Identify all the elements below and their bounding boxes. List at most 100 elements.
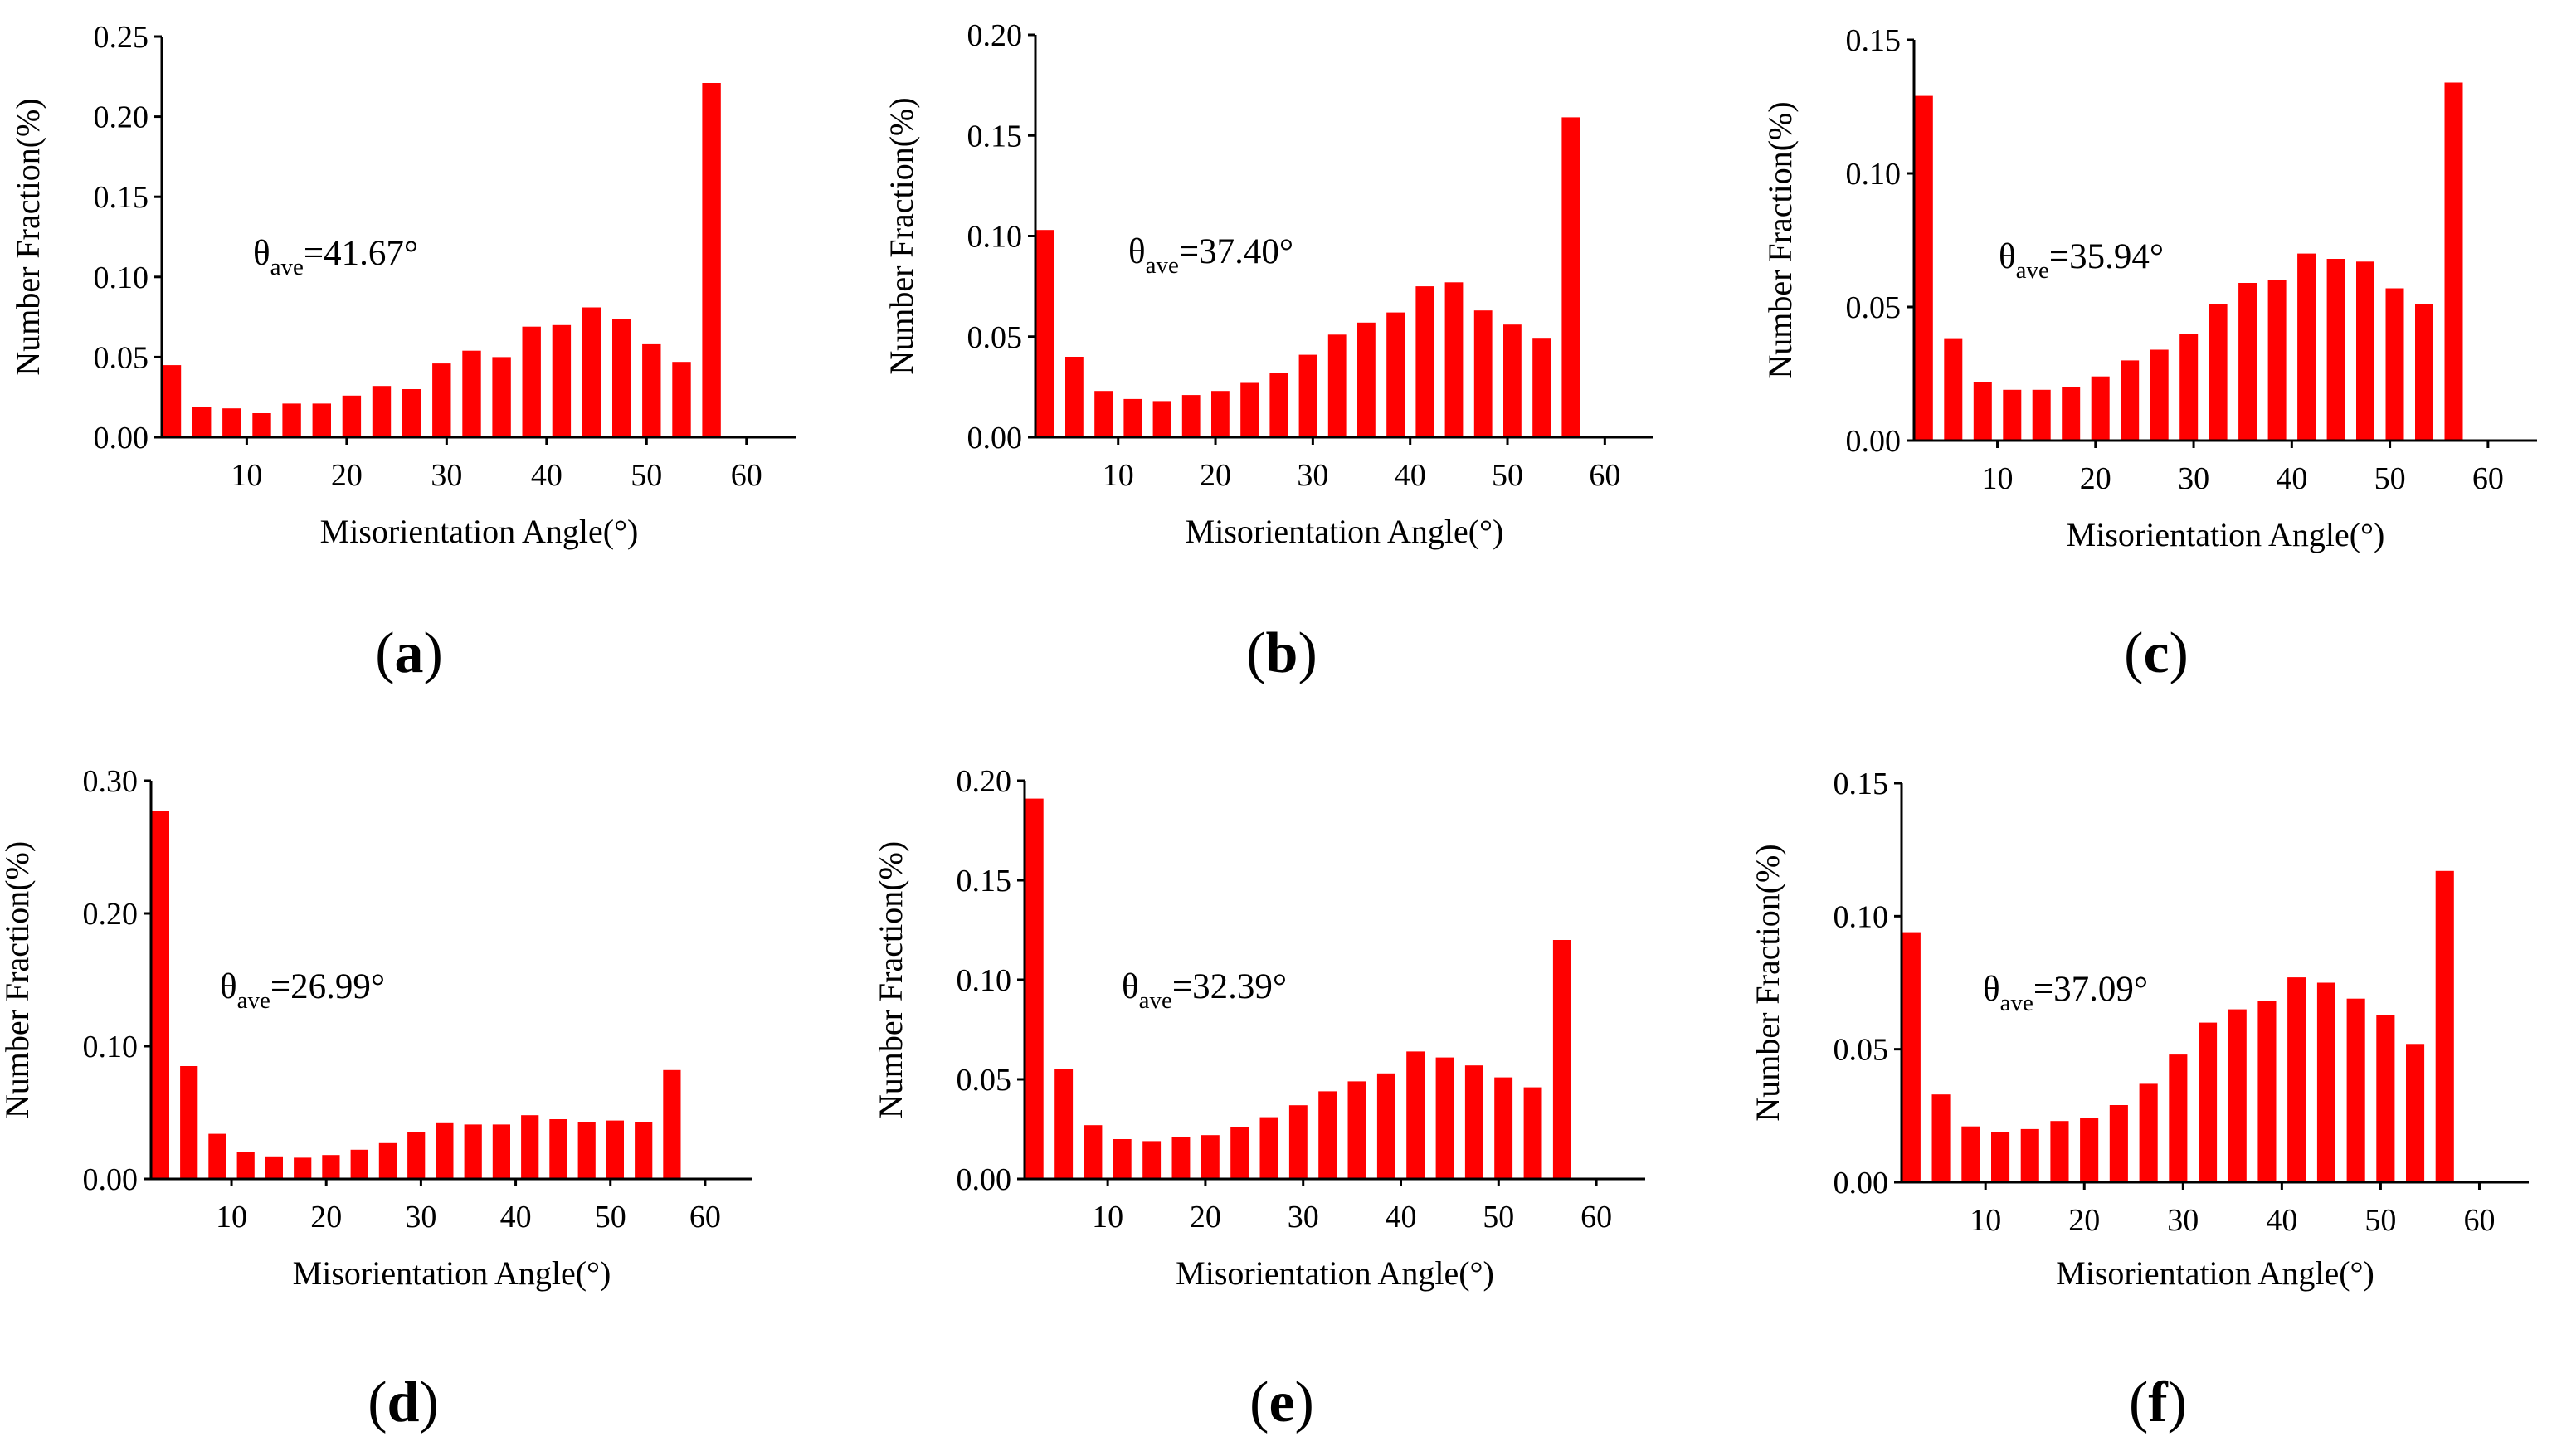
bar-b-4 <box>1123 398 1142 437</box>
bar-b-5 <box>1152 401 1171 437</box>
annotation-value-a: =41.67° <box>304 234 418 273</box>
x-tick-label-f-3: 40 <box>2266 1203 2297 1238</box>
x-tick-label-f-5: 60 <box>2463 1203 2495 1238</box>
bar-d-19 <box>663 1069 681 1179</box>
y-tick-label-c-3: 0.15 <box>1846 23 1902 58</box>
bar-c-4 <box>2003 389 2022 441</box>
bar-b-11 <box>1327 334 1347 437</box>
bar-c-3 <box>1973 382 1992 441</box>
y-tick-label-f-1: 0.05 <box>1834 1033 1889 1068</box>
y-tick-label-e-2: 0.10 <box>957 963 1012 998</box>
y-tick-label-c-2: 0.10 <box>1846 157 1902 192</box>
y-tick-label-b-0: 0.00 <box>967 421 1023 455</box>
bar-e-14 <box>1406 1051 1425 1179</box>
y-axis-title-c: Number Fraction(%) <box>1761 101 1799 378</box>
bar-b-6 <box>1181 395 1201 437</box>
x-tick-label-f-2: 30 <box>2167 1203 2199 1238</box>
panel-label-c: (c) <box>2124 621 2189 685</box>
x-axis-title-e: Misorientation Angle(°) <box>1176 1254 1494 1292</box>
x-tick-label-d-5: 60 <box>689 1200 721 1234</box>
bar-c-7 <box>2091 376 2110 441</box>
bar-f-2 <box>1931 1094 1951 1182</box>
bar-f-14 <box>2287 977 2306 1182</box>
x-axis-title-f: Misorientation Angle(°) <box>2056 1254 2374 1292</box>
bar-c-1 <box>1914 95 1933 441</box>
annotation-symbol-e: θ <box>1122 967 1139 1006</box>
x-tick-label-c-2: 30 <box>2178 461 2209 496</box>
x-tick-label-a-2: 30 <box>431 458 462 493</box>
bar-b-8 <box>1240 382 1259 437</box>
bar-c-12 <box>2238 283 2257 441</box>
bar-a-5 <box>282 403 301 437</box>
bar-e-4 <box>1113 1139 1132 1179</box>
bar-e-3 <box>1084 1125 1103 1179</box>
x-tick-label-d-2: 30 <box>405 1200 436 1234</box>
y-axis-title-f: Number Fraction(%) <box>1749 844 1786 1121</box>
annotation-value-b: =37.40° <box>1179 232 1293 271</box>
annotation-symbol-a: θ <box>253 234 270 273</box>
bar-b-1 <box>1035 230 1054 437</box>
bar-a-11 <box>462 350 481 437</box>
annotation-value-f: =37.09° <box>2033 970 2148 1009</box>
bar-d-5 <box>265 1156 283 1179</box>
annotation-value-c: =35.94° <box>2049 237 2164 276</box>
bar-d-16 <box>577 1122 596 1179</box>
x-tick-label-b-0: 10 <box>1103 458 1134 493</box>
bar-d-7 <box>322 1155 340 1179</box>
y-tick-label-e-0: 0.00 <box>957 1162 1012 1197</box>
panel-label-a: (a) <box>375 621 443 685</box>
annotation-subscript-b: ave <box>1146 252 1179 279</box>
y-tick-label-a-2: 0.10 <box>94 261 149 295</box>
bar-e-13 <box>1376 1073 1395 1179</box>
bar-b-16 <box>1473 310 1493 437</box>
bar-c-5 <box>2032 389 2051 441</box>
annotation-d: θave=26.99° <box>220 967 385 1014</box>
x-axis-title-d: Misorientation Angle(°) <box>293 1254 611 1292</box>
annotation-subscript-c: ave <box>2016 257 2049 284</box>
bar-d-3 <box>208 1133 226 1179</box>
bar-f-17 <box>2376 1015 2395 1182</box>
y-tick-label-a-1: 0.05 <box>94 340 149 375</box>
bar-c-6 <box>2062 387 2081 441</box>
bar-c-15 <box>2326 259 2345 441</box>
x-tick-label-d-4: 50 <box>595 1200 626 1234</box>
bar-a-9 <box>402 389 421 437</box>
bar-d-8 <box>350 1149 368 1179</box>
bar-a-3 <box>222 408 241 437</box>
panel-label-b: (b) <box>1246 621 1317 685</box>
annotation-symbol-b: θ <box>1128 232 1146 271</box>
bar-b-9 <box>1269 373 1288 437</box>
bar-b-7 <box>1211 391 1230 437</box>
bar-c-19 <box>2444 82 2463 441</box>
panel-label-d: (d) <box>368 1371 439 1434</box>
y-tick-label-f-2: 0.10 <box>1834 899 1889 934</box>
bar-b-3 <box>1094 391 1113 437</box>
bar-f-7 <box>2080 1118 2099 1182</box>
x-tick-label-c-5: 60 <box>2472 461 2504 496</box>
y-axis-title-b: Number Fraction(%) <box>883 97 920 374</box>
bar-f-15 <box>2316 982 2335 1182</box>
bar-d-15 <box>549 1119 567 1179</box>
bar-b-18 <box>1532 338 1551 437</box>
x-tick-label-e-2: 30 <box>1288 1200 1319 1234</box>
annotation-e: θave=32.39° <box>1122 967 1287 1014</box>
bar-f-1 <box>1902 932 1921 1182</box>
y-tick-label-e-4: 0.20 <box>957 764 1012 799</box>
annotation-b: θave=37.40° <box>1128 232 1293 279</box>
bar-c-2 <box>1944 338 1963 441</box>
annotation-c: θave=35.94° <box>1999 237 2164 284</box>
bar-d-11 <box>436 1122 454 1179</box>
bar-c-10 <box>2179 334 2199 441</box>
bar-f-9 <box>2139 1083 2158 1182</box>
y-tick-label-b-2: 0.10 <box>967 220 1023 255</box>
bar-e-19 <box>1552 940 1571 1179</box>
y-tick-label-a-0: 0.00 <box>94 421 149 455</box>
x-tick-label-a-0: 10 <box>231 458 262 493</box>
bar-e-17 <box>1494 1077 1513 1179</box>
bar-d-9 <box>378 1142 397 1179</box>
x-tick-label-b-2: 30 <box>1297 458 1328 493</box>
x-axis-title-b: Misorientation Angle(°) <box>1186 513 1504 550</box>
bar-a-12 <box>492 357 511 437</box>
x-tick-label-a-4: 50 <box>631 458 662 493</box>
bar-d-14 <box>521 1115 539 1179</box>
